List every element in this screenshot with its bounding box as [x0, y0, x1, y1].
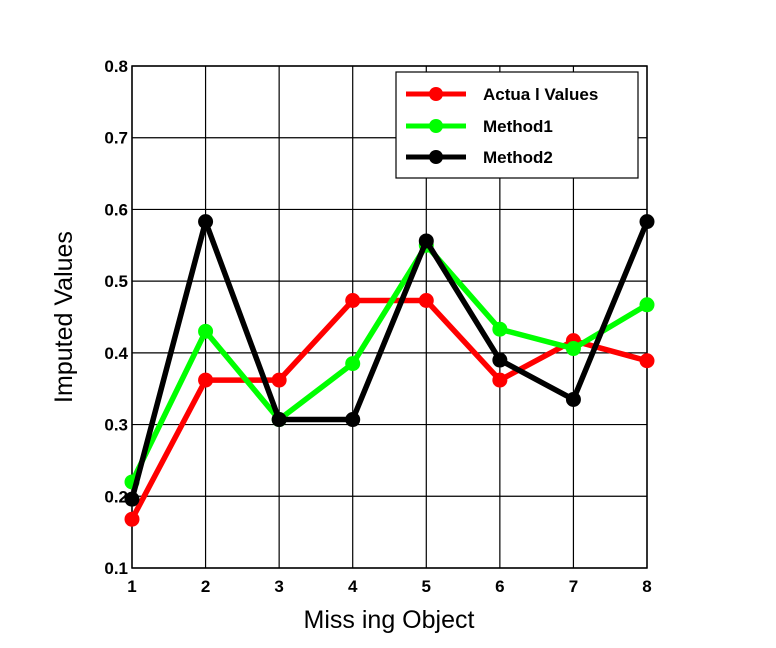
legend-marker-actual-values [429, 87, 443, 101]
point-method2-x5 [418, 233, 434, 249]
y-tick-label-0.8: 0.8 [104, 57, 128, 76]
legend-marker-method2 [429, 150, 443, 164]
point-method2-x4 [345, 412, 361, 428]
legend-label-method1: Method1 [483, 117, 553, 136]
series-method2 [124, 214, 655, 507]
legend-marker-method1 [429, 119, 443, 133]
series-line-method2 [129, 218, 650, 502]
y-axis-label: Imputed Values [50, 231, 78, 403]
x-tick-label-7: 7 [569, 577, 578, 596]
point-method1-x2 [198, 323, 214, 339]
legend-label-method2: Method2 [483, 148, 553, 167]
x-tick-label-2: 2 [201, 577, 210, 596]
series-layer [124, 214, 655, 527]
legend-entry-actual-values: Actua l Values [406, 85, 598, 104]
point-actua-l-values-x8 [639, 353, 655, 369]
y-tick-label-0.1: 0.1 [104, 559, 128, 578]
legend-entry-method1: Method1 [406, 117, 553, 136]
x-tick-labels: 1 2 3 4 5 6 7 8 [127, 577, 651, 596]
series-method1 [124, 237, 655, 490]
series-line-method1 [129, 242, 650, 485]
y-tick-label-0.4: 0.4 [104, 344, 128, 363]
x-tick-label-3: 3 [274, 577, 283, 596]
legend-entry-method2: Method2 [406, 148, 553, 167]
y-tick-labels: 0.1 0.2 0.3 0.4 0.5 0.6 0.7 0.8 [104, 57, 128, 578]
point-method1-x4 [345, 356, 361, 372]
x-axis-label: Miss ing Object [304, 606, 475, 634]
y-tick-label-0.6: 0.6 [104, 200, 128, 219]
point-method2-x1 [124, 491, 140, 507]
x-tick-label-6: 6 [495, 577, 504, 596]
point-actua-l-values-x1 [124, 511, 140, 527]
point-method1-x6 [492, 321, 508, 337]
legend: Actua l Values Method1 Method2 [395, 71, 639, 179]
x-tick-label-8: 8 [642, 577, 651, 596]
point-method2-x2 [198, 214, 214, 230]
legend-label-actual-values: Actua l Values [483, 85, 598, 104]
x-tick-label-5: 5 [422, 577, 431, 596]
plot-area-frame [131, 65, 648, 569]
point-method2-x3 [271, 412, 287, 428]
x-tick-label-1: 1 [127, 577, 136, 596]
point-actua-l-values-x3 [271, 372, 287, 388]
point-method2-x7 [565, 391, 581, 407]
point-method2-x6 [492, 352, 508, 368]
point-actua-l-values-x5 [418, 293, 434, 309]
point-method1-x8 [639, 297, 655, 313]
point-actua-l-values-x2 [198, 372, 214, 388]
point-actua-l-values-x6 [492, 372, 508, 388]
y-tick-label-0.2: 0.2 [104, 487, 128, 506]
point-method2-x8 [639, 214, 655, 230]
y-tick-label-0.5: 0.5 [104, 272, 128, 291]
x-tick-label-4: 4 [348, 577, 358, 596]
y-tick-label-0.7: 0.7 [104, 129, 128, 148]
point-method1-x7 [565, 341, 581, 357]
y-tick-label-0.3: 0.3 [104, 416, 128, 435]
point-actua-l-values-x4 [345, 293, 361, 309]
